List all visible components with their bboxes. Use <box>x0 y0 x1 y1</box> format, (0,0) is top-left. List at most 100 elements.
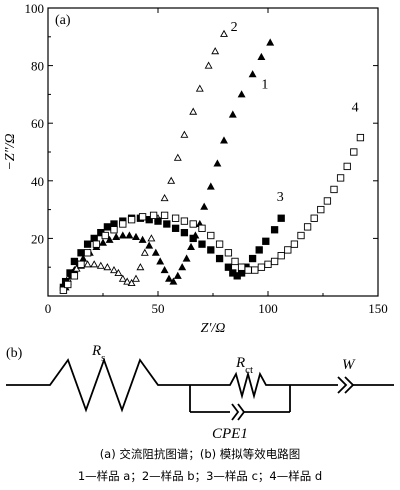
caption-line-2: 1—样品 a；2—样品 b；3—样品 c；4—样品 d <box>77 469 323 483</box>
cpe-label: CPE1 <box>212 426 248 442</box>
data-point <box>350 148 358 156</box>
data-point <box>213 159 222 167</box>
data-point <box>138 213 147 221</box>
data-point <box>215 254 224 263</box>
data-point <box>103 223 112 231</box>
data-point <box>173 271 182 279</box>
data-point <box>99 238 107 246</box>
data-point <box>224 263 233 271</box>
rct-label: Rct <box>235 355 253 376</box>
data-point <box>160 193 169 202</box>
data-point <box>211 47 220 55</box>
series-label: 3 <box>277 190 284 205</box>
data-point <box>123 277 132 285</box>
data-point <box>244 266 252 274</box>
data-point <box>103 263 112 271</box>
data-point <box>237 263 246 271</box>
data-point <box>198 224 206 232</box>
panel-label-a: (a) <box>55 13 71 28</box>
data-point <box>317 205 325 214</box>
data-point <box>228 110 237 118</box>
circuit-diagram: (b) Rs Rct CPE1 W <box>6 343 394 442</box>
axes-layer: 0 50 100 150 20 40 60 80 100 <box>25 1 388 316</box>
data-point <box>343 162 351 171</box>
data-point <box>270 226 279 234</box>
panel-label-b: (b) <box>6 346 23 361</box>
y-tick-label: 80 <box>31 59 44 74</box>
x-tick-label: 100 <box>258 301 278 316</box>
cpe-symbol <box>231 403 240 421</box>
data-point <box>165 274 173 282</box>
data-point <box>182 254 191 262</box>
data-point <box>180 130 189 138</box>
data-point <box>207 231 215 240</box>
data-point <box>189 220 197 228</box>
data-point <box>248 70 257 78</box>
data-point <box>207 246 215 254</box>
data-point <box>132 274 140 282</box>
data-point <box>257 52 266 60</box>
w-label: W <box>342 357 356 373</box>
data-point <box>180 228 189 237</box>
data-point <box>189 107 198 115</box>
y-tick-label: 60 <box>31 116 44 131</box>
data-point <box>167 176 176 184</box>
series-label: 4 <box>352 101 359 116</box>
data-point <box>255 246 263 254</box>
series-3 <box>59 214 285 292</box>
warburg-symbol <box>337 376 348 394</box>
data-point <box>138 235 147 243</box>
rs-label: Rs <box>91 343 105 364</box>
data-point <box>310 214 318 222</box>
data-point <box>70 272 79 280</box>
data-point <box>90 260 99 268</box>
resistor-rct-symbol <box>190 370 290 400</box>
y-tick-label: 40 <box>31 174 44 189</box>
data-point <box>163 220 171 228</box>
data-point <box>290 240 299 248</box>
data-point <box>198 240 206 248</box>
data-point <box>356 133 365 142</box>
data-point <box>136 263 145 271</box>
data-point <box>266 38 275 46</box>
data-point <box>220 136 228 144</box>
data-point <box>112 232 121 240</box>
data-point <box>132 232 140 240</box>
data-point <box>277 214 285 222</box>
y-tick-label: 100 <box>25 1 45 16</box>
data-point <box>330 185 338 194</box>
data-point <box>125 231 134 239</box>
data-point <box>270 257 279 266</box>
data-point <box>110 226 118 234</box>
series-label: 1 <box>261 78 268 93</box>
data-point <box>70 257 79 266</box>
data-point <box>156 257 165 265</box>
data-point <box>83 249 92 257</box>
data-point <box>204 61 213 69</box>
data-point <box>200 202 209 210</box>
data-point <box>257 263 266 271</box>
series-1 <box>61 38 275 291</box>
data-point <box>206 182 215 190</box>
data-point <box>180 217 189 225</box>
data-point <box>248 254 257 263</box>
data-point <box>64 280 72 289</box>
data-point <box>151 248 160 256</box>
marks-layer: 1 2 3 4 <box>59 20 365 294</box>
data-point <box>220 29 228 37</box>
data-point <box>59 286 68 294</box>
data-point <box>127 216 136 224</box>
data-point <box>105 235 114 243</box>
data-point <box>145 241 154 249</box>
data-point <box>160 211 169 220</box>
data-point <box>154 217 162 225</box>
data-point <box>96 261 105 269</box>
data-point <box>224 249 233 257</box>
data-point <box>114 268 123 276</box>
data-point <box>195 84 204 92</box>
resistor-rs-symbol <box>6 357 190 413</box>
data-point <box>215 240 224 248</box>
data-point <box>118 231 127 239</box>
data-point <box>323 197 332 205</box>
